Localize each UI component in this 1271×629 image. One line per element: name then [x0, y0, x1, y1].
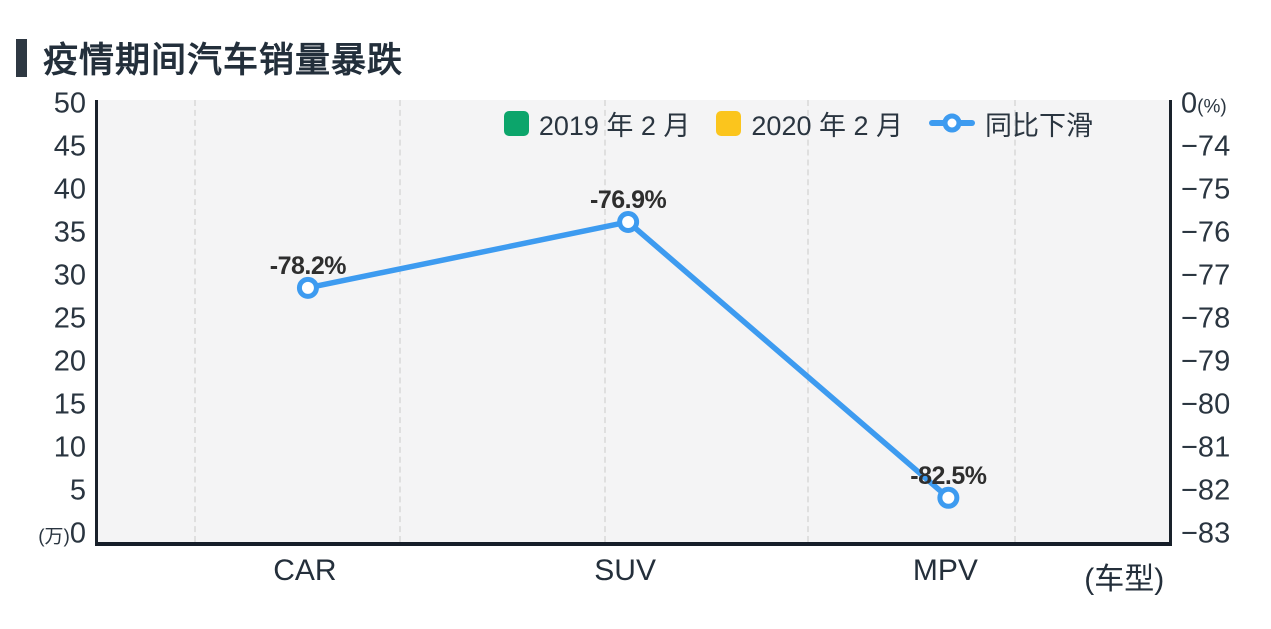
legend-line-icon: [929, 113, 975, 133]
y-left-tick: 50: [53, 87, 86, 120]
y-left-tick: 15: [53, 388, 86, 421]
y-left-unit-label: (万): [38, 526, 70, 548]
y-right-tick: −78: [1181, 302, 1231, 335]
trend-marker-suv: [617, 210, 640, 233]
y-left-tick: 45: [53, 130, 86, 163]
legend-label: 同比下滑: [985, 110, 1093, 141]
x-axis-unit-label: (车型): [1084, 563, 1165, 596]
y-axis-left-ticks: 50 45 40 35 30 25 20 15 10 5 (万)0: [0, 88, 86, 550]
y-left-tick: 10: [53, 431, 86, 464]
vertical-gridline: [603, 100, 606, 542]
legend-swatch-icon: [503, 110, 529, 136]
trend-point-label-mpv: -82.5%: [910, 461, 987, 490]
trend-point-label-car: -78.2%: [269, 251, 347, 280]
y-right-tick: −75: [1181, 173, 1231, 206]
legend-swatch-icon: [716, 110, 742, 136]
x-axis-label-mpv: MPV: [912, 554, 978, 587]
y-right-tick: −76: [1181, 216, 1231, 249]
y-left-tick: 35: [53, 216, 86, 249]
legend-item-trend[interactable]: 同比下滑: [929, 104, 1093, 143]
trend-marker-mpv: [937, 486, 960, 509]
legend-item-series2[interactable]: 2020 年 2 月: [716, 104, 903, 143]
y-right-tick: −77: [1181, 259, 1231, 292]
chart-title: 疫情期间汽车销量暴跌: [43, 41, 404, 80]
y-left-tick: 30: [53, 259, 86, 292]
vertical-gridline: [807, 100, 809, 542]
y-left-tick: 40: [53, 173, 86, 206]
trend-line-layer: [296, 210, 960, 509]
y-left-tick: 20: [53, 345, 86, 378]
x-axis-label-suv: SUV: [594, 554, 656, 587]
y-axis-right-ticks: 0(%) −74 −75 −76 −77 −78 −79 −80 −81 −82 −83: [1181, 88, 1271, 550]
y-right-tick: −82: [1181, 474, 1231, 507]
vertical-gridline: [1013, 100, 1016, 542]
chart-title-row: 疫情期间汽车销量暴跌: [16, 32, 403, 83]
vertical-gridline: [398, 100, 401, 542]
legend-item-series1[interactable]: 2019 年 2 月: [503, 104, 691, 143]
chart-legend: 2019 年 2 月 2020 年 2 月 同比下滑: [503, 103, 1093, 143]
legend-donut-icon: [942, 113, 962, 133]
trend-point-label-suv: -76.9%: [590, 185, 667, 214]
y-left-tick: 5: [69, 474, 86, 507]
y-left-tick: (万)0: [38, 517, 86, 550]
legend-label: 2020 年 2 月: [751, 110, 903, 141]
plot-area: -78.2% -76.9% -82.5%: [95, 100, 1172, 546]
y-right-tick: −74: [1181, 130, 1231, 163]
y-right-tick: 0(%): [1181, 87, 1227, 120]
y-right-tick: −79: [1181, 345, 1231, 378]
vertical-gridline: [194, 100, 197, 542]
trend-marker-car: [296, 276, 319, 299]
y-right-unit-label: (%): [1197, 96, 1227, 118]
legend-label: 2019 年 2 月: [538, 110, 691, 141]
trend-line: [307, 219, 951, 500]
y-right-tick: −80: [1181, 388, 1231, 421]
y-left-tick: 25: [53, 302, 86, 335]
y-right-tick: −83: [1181, 517, 1231, 550]
x-axis-labels: (车型) CAR SUV MPV: [95, 554, 1166, 596]
title-accent-bar: [16, 38, 27, 77]
y-right-tick: −81: [1181, 431, 1231, 464]
x-axis-label-car: CAR: [273, 554, 337, 587]
